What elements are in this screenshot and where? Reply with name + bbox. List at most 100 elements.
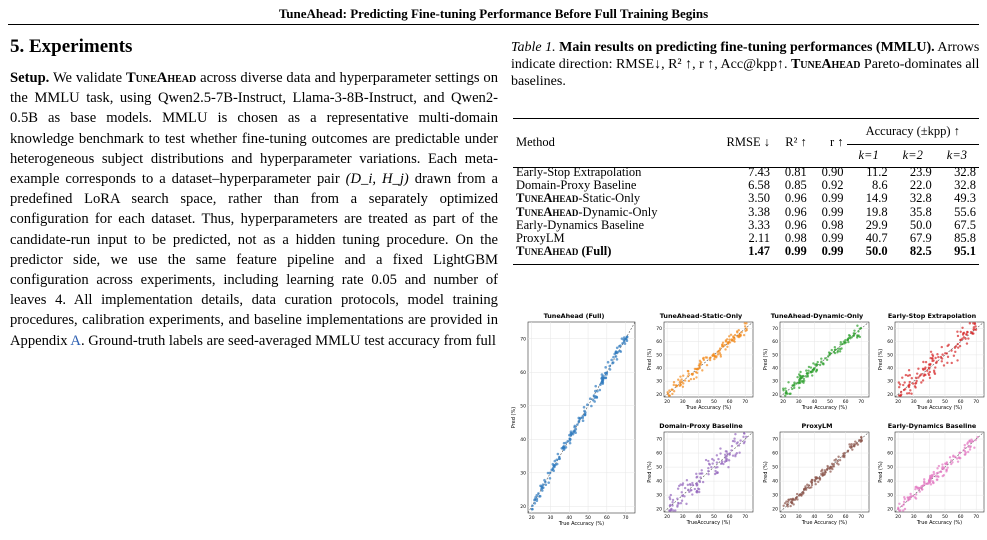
scatter-point [954,345,958,348]
scatter-point [719,462,723,465]
scatter-point [533,498,536,502]
scatter-point [917,376,920,379]
scatter-point [723,453,727,456]
scatter-point [944,463,948,466]
panel-title: Domain-Proxy Baseline [659,422,743,430]
axes-frame [663,431,754,513]
x-tick-label: 60 [843,514,849,520]
scatter-point [695,376,698,379]
scatter-point [708,356,712,360]
scatter-point [731,439,735,443]
scatter-point [932,369,936,372]
scatter-point [666,392,670,396]
scatter-point [898,383,902,386]
scatter-point [839,343,842,346]
x-tick-label: 20 [664,514,670,520]
scatter-point [719,447,722,450]
table-caption-bold: Main results on predicting fine-tuning p… [559,40,935,55]
cell-k2: 35.8 [909,204,932,219]
scatter-point [740,331,743,334]
table-bottom-rule [513,264,979,265]
scatter-point [940,345,943,349]
scatter-point [625,339,629,343]
cell-rmse: 1.47 [748,244,770,259]
appendix-link[interactable]: A [70,332,81,349]
scatter-point [935,471,939,475]
scatter-point [622,336,626,339]
scatter-point [714,469,717,473]
scatter-point [728,341,732,344]
scatter-point [791,387,794,391]
scatter-point [676,505,679,508]
scatter-point [729,333,733,336]
scatter-point [701,480,705,484]
scatter-point [541,483,545,486]
scatter-point [850,445,853,449]
scatter-point [836,351,839,354]
cell-k1: 19.8 [865,204,888,219]
scatter-point [618,349,621,353]
scatter-point [717,349,720,353]
scatter-point [787,381,790,384]
scatter-point [971,440,974,443]
scatter-point [826,355,830,358]
scatter-point [726,342,730,345]
scatter-point [928,481,932,484]
scatter-point [833,348,837,352]
scatter-point [803,487,806,491]
scatter-point [899,509,902,512]
scatter-point [973,446,976,449]
scatter-point [594,389,597,393]
y-tick-label: 60 [656,451,662,457]
table-row: TuneAhead (Full) 1.47 0.99 0.99 50.0 82.5 95.1 [513,245,979,258]
y-tick-label: 20 [656,507,662,513]
scatter-point [826,466,830,469]
scatter-point [798,386,801,389]
scatter-point [616,350,620,354]
scatter-point [704,356,708,359]
scatter-point [697,367,700,370]
scatter-point [955,457,959,460]
scatter-point [857,334,860,337]
scatter-panel: TuneAhead-Static-Only 20 30 40 50 60 70 20 30 40 5… [646,312,756,412]
scatter-point [701,472,704,475]
scatter-point [719,452,722,455]
scatter-point [810,481,814,485]
scatter-point [925,482,928,486]
scatter-point [915,379,918,383]
scatter-point [707,462,711,466]
x-tick-label: 70 [742,399,748,405]
scatter-point [944,352,947,355]
scatter-point [698,490,701,494]
scatter-point [695,472,698,476]
scatter-point [821,362,824,365]
scatter-point [548,477,552,480]
scatter-point [690,372,694,376]
scatter-point [950,462,953,466]
cell-k1: 50.0 [865,244,888,259]
x-tick-label: 50 [942,514,948,520]
scatter-point [969,445,972,448]
scatter-point [934,475,938,478]
scatter-point [742,435,745,439]
scatter-point [707,466,710,470]
scatter-point [902,509,905,512]
x-tick-label: 60 [727,399,733,405]
y-axis-label: Pred (%) [763,349,769,370]
scatter-point [734,453,737,456]
scatter-axes: 20 30 40 50 60 70 20 30 40 50 60 70 True Accuracy (%… [647,321,754,411]
scatter-point [824,357,827,360]
scatter-point [707,469,710,473]
cell-rmse: 3.50 [748,191,770,206]
method-cell: Early-Stop Extrapolation [516,165,642,179]
scatter-point [738,451,741,454]
scatter-point [721,341,725,344]
scatter-point [685,479,689,482]
scatter-point [843,451,846,455]
scatter-point [958,344,962,348]
scatter-point [531,507,534,511]
scatter-point [831,465,835,468]
scatter-point [924,366,927,369]
scatter-point [698,472,701,475]
scatter-point [932,359,935,362]
